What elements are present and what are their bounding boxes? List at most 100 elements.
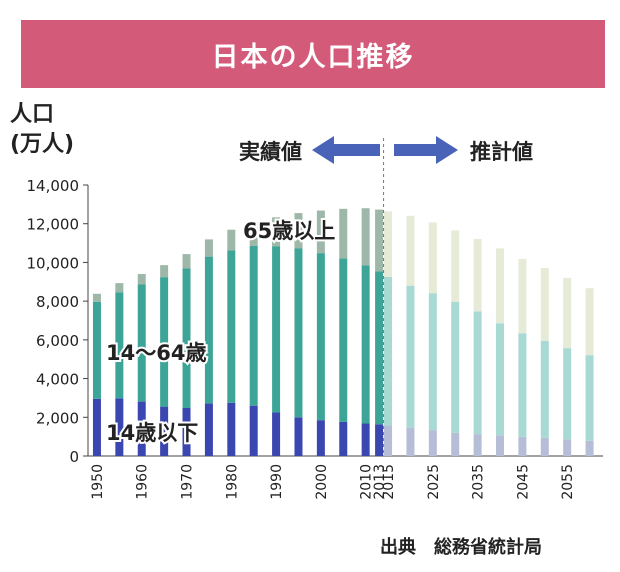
y-tick-label: 6,000 xyxy=(36,332,79,350)
bar-under14 xyxy=(496,435,504,456)
bar-over65 xyxy=(249,221,258,246)
bar-under14 xyxy=(406,427,415,456)
x-tick-label: 1960 xyxy=(135,464,151,500)
x-tick-label: 2025 xyxy=(426,464,442,500)
chart-title: 日本の人口推移 xyxy=(211,41,415,73)
y-axis-label-line1: 人口 xyxy=(10,102,55,127)
bar-under14 xyxy=(375,424,384,456)
bar-over65 xyxy=(375,209,384,272)
bar-under14 xyxy=(294,417,303,456)
x-tick-label: 2055 xyxy=(560,464,576,500)
x-tick-label: 1990 xyxy=(269,464,285,500)
under14-label: 14歳以下 xyxy=(106,421,198,445)
bar-working xyxy=(451,301,460,433)
bar-working xyxy=(137,284,146,402)
x-tick-label: 2000 xyxy=(314,464,330,500)
bar-over65 xyxy=(384,211,393,277)
x-tick-label: 1950 xyxy=(90,464,106,500)
bar-over65 xyxy=(585,288,594,356)
bar-working xyxy=(361,265,370,424)
bar-over65 xyxy=(406,215,415,286)
bar-working xyxy=(115,292,124,399)
bar-under14 xyxy=(384,425,393,456)
bar-working xyxy=(204,256,213,404)
right-arrow-icon xyxy=(394,136,458,164)
x-tick-label: 2035 xyxy=(471,464,487,500)
bar-over65 xyxy=(115,283,124,293)
y-tick-label: 10,000 xyxy=(27,254,80,272)
bar-working xyxy=(316,253,325,421)
bar-under14 xyxy=(339,421,348,456)
y-tick-label: 12,000 xyxy=(27,216,80,234)
bar-over65 xyxy=(540,268,549,342)
y-axis-label-line2: (万人) xyxy=(10,132,75,157)
bar-working xyxy=(272,246,281,413)
bar-working xyxy=(294,248,303,418)
bar-under14 xyxy=(160,406,169,456)
bar-over65 xyxy=(451,230,460,302)
bar-under14 xyxy=(540,437,549,456)
bar-over65 xyxy=(496,248,504,324)
x-tick-label: 2013 xyxy=(372,464,388,500)
projected-label: 推計値 xyxy=(470,140,533,164)
bar-working xyxy=(518,333,527,437)
bar-over65 xyxy=(518,258,527,334)
bar-under14 xyxy=(92,398,101,456)
bar-over65 xyxy=(204,239,213,257)
bar-under14 xyxy=(473,434,482,456)
bar-under14 xyxy=(227,402,236,456)
x-tick-label: 1970 xyxy=(180,464,196,500)
bar-under14 xyxy=(518,436,527,456)
over65-label: 65歳以上 xyxy=(243,219,335,243)
bar-working xyxy=(92,301,101,399)
bar-working xyxy=(563,348,572,440)
x-tick-label: 2045 xyxy=(515,464,531,500)
bar-under14 xyxy=(204,403,213,456)
bar-over65 xyxy=(92,293,101,302)
x-tick-label: 2010 xyxy=(359,464,375,500)
bar-over65 xyxy=(428,222,437,294)
bar-working xyxy=(406,285,415,428)
bar-over65 xyxy=(137,274,146,285)
bar-working xyxy=(160,277,169,407)
bar-over65 xyxy=(294,213,303,249)
bar-over65 xyxy=(473,239,482,312)
y-tick-label: 8,000 xyxy=(36,293,79,311)
y-tick-label: 0 xyxy=(69,448,79,466)
y-tick-label: 14,000 xyxy=(27,177,80,195)
bar-working xyxy=(339,258,348,422)
bar-under14 xyxy=(272,412,281,456)
bar-over65 xyxy=(227,229,236,251)
bar-under14 xyxy=(563,439,572,456)
title-banner: 日本の人口推移 xyxy=(21,20,605,88)
bar-under14 xyxy=(316,420,325,456)
bar-under14 xyxy=(137,401,146,456)
x-tick-label: 1980 xyxy=(224,464,240,500)
bar-under14 xyxy=(361,423,370,456)
actual-label: 実績値 xyxy=(239,140,302,164)
bar-over65 xyxy=(316,210,325,254)
bar-over65 xyxy=(339,208,348,259)
working-age-label: 14〜64歳 xyxy=(106,341,206,365)
bar-over65 xyxy=(563,277,572,349)
bar-working xyxy=(384,276,393,426)
bar-under14 xyxy=(249,405,258,456)
bar-working xyxy=(227,250,236,403)
source-note: 出典 総務省統計局 xyxy=(380,537,542,558)
bar-over65 xyxy=(160,265,169,278)
bar-under14 xyxy=(428,430,437,456)
bar-working xyxy=(375,271,384,425)
y-axis-label: 人口 (万人) xyxy=(10,100,74,160)
bar-under14 xyxy=(182,407,191,456)
y-tick-label: 4,000 xyxy=(36,371,79,389)
bar-under14 xyxy=(451,432,460,456)
bar-working xyxy=(585,355,594,441)
x-tick-label: 2015 xyxy=(381,464,397,500)
bar-working xyxy=(473,311,482,435)
bar-working xyxy=(496,323,504,436)
bar-over65 xyxy=(361,208,370,266)
bar-working xyxy=(540,341,549,438)
bar-over65 xyxy=(182,254,191,269)
bar-under14 xyxy=(585,440,594,456)
